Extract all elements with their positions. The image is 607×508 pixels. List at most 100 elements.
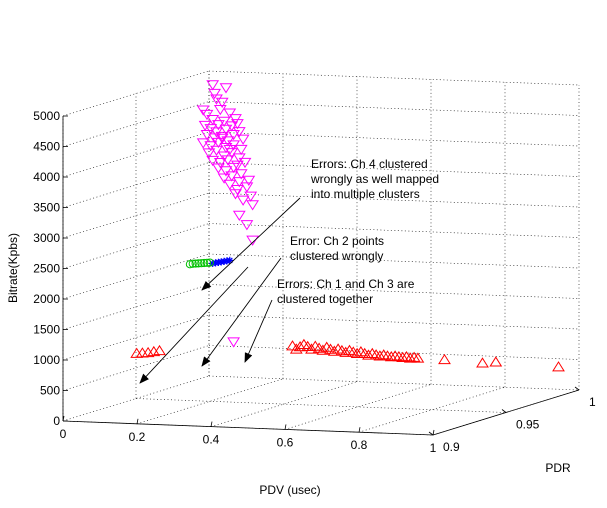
- data-point-triangle-up: [362, 349, 375, 360]
- z-tick-label: 1000: [33, 353, 60, 367]
- data-point-triangle-down: [211, 137, 225, 149]
- data-point-triangle-down: [229, 114, 242, 125]
- annotation-text-line: into multiple clusters: [311, 187, 420, 201]
- data-point-triangle-down: [213, 104, 227, 116]
- data-point-triangle-down: [211, 163, 225, 174]
- data-point-triangle-down: [206, 80, 220, 91]
- data-point-triangle-down: [200, 130, 214, 141]
- data-point-triangle-down: [227, 129, 241, 141]
- gridline-back-wall: [208, 284, 580, 299]
- annotation-arrow: [201, 197, 301, 291]
- z-tick-label: 3500: [33, 201, 60, 215]
- data-point-triangle-up: [377, 349, 391, 360]
- data-point-circle: [194, 259, 203, 268]
- data-point-triangle-up: [343, 344, 356, 355]
- data-point-triangle-down: [219, 124, 233, 135]
- z-tick-label: 3000: [33, 231, 60, 245]
- y-tick-mark: [501, 409, 507, 413]
- data-point-triangle-down: [210, 145, 223, 156]
- data-point-triangle-down: [234, 169, 248, 180]
- data-point-circle: [188, 259, 197, 268]
- x-tick-label: 0.8: [351, 438, 368, 452]
- data-point-triangle-down: [213, 158, 227, 169]
- data-point-circle: [197, 259, 206, 268]
- data-point-triangle-down: [208, 88, 222, 100]
- data-point-triangle-up: [135, 347, 149, 358]
- data-point-triangle-down: [232, 177, 246, 188]
- gridline-floor-x: [62, 375, 210, 422]
- x-tick-label: 0.2: [129, 430, 146, 444]
- data-point-triangle-up: [407, 351, 421, 362]
- data-point-triangle-up: [396, 351, 410, 363]
- y-tick-label: 0.95: [516, 418, 540, 432]
- gridline-floor-x: [136, 378, 284, 425]
- x-tick-mark: [210, 421, 213, 427]
- gridline-back-wall: [208, 253, 580, 269]
- z-tick-label: 1500: [33, 323, 60, 337]
- gridline-left-wall: [62, 162, 210, 208]
- data-point-triangle-down: [225, 171, 239, 182]
- gridline-left-wall: [62, 253, 210, 300]
- data-point-triangle-up: [369, 349, 383, 360]
- z-tick-label: 2500: [33, 262, 60, 276]
- gridline-back-wall: [208, 162, 580, 177]
- data-point-triangle-up: [316, 344, 330, 355]
- y-tick-label: 1: [589, 395, 596, 409]
- gridline-back-wall: [208, 223, 580, 238]
- x-tick-label: 0.6: [277, 435, 294, 449]
- data-point-triangle-down: [223, 145, 237, 156]
- ticks-layer: 0 500 1000 1500 2000 2500 3000 3500 4000 4500 5000…: [6, 109, 596, 497]
- data-point-triangle-down: [198, 120, 212, 132]
- x-tick-mark: [136, 418, 139, 424]
- data-point-triangle-up: [373, 350, 387, 361]
- data-point-triangle-down: [232, 210, 246, 221]
- data-point-triangle-up: [350, 347, 364, 358]
- data-point-triangle-down: [246, 235, 260, 246]
- data-point-triangle-up: [411, 352, 425, 363]
- data-point-triangle-up: [388, 350, 402, 361]
- gridline-left-wall: [62, 284, 210, 330]
- y-axis-title: PDR: [545, 461, 571, 475]
- x-tick-label: 1: [430, 441, 437, 455]
- annotation-text-line: clustered together: [277, 292, 373, 306]
- data-point-triangle-down: [230, 160, 244, 171]
- x-tick-label: 0.4: [203, 433, 220, 447]
- gridline-back-wall: [208, 101, 580, 116]
- gridline-back-wall: [208, 192, 580, 208]
- data-point-triangle-down: [219, 166, 233, 177]
- data-point-triangle-up: [293, 341, 307, 352]
- z-tick-label: 0: [53, 414, 60, 428]
- z-tick-label: 2000: [33, 292, 60, 306]
- gridline-floor-x: [358, 386, 506, 433]
- data-point-circle: [205, 258, 214, 267]
- z-tick-label: 500: [40, 384, 60, 398]
- data-point-triangle-up: [381, 350, 394, 361]
- data-point-triangle-down: [236, 195, 250, 206]
- gridline-floor-x: [284, 384, 432, 430]
- data-point-triangle-up: [403, 352, 417, 363]
- data-point-triangle-down: [246, 200, 260, 211]
- data-point-triangle-up: [476, 357, 489, 368]
- data-point-triangle-up: [438, 353, 451, 365]
- data-point-triangle-down: [217, 173, 231, 184]
- data-point-circle: [202, 258, 212, 267]
- data-point-triangle-down: [215, 97, 229, 108]
- annotation-arrow: [139, 266, 249, 384]
- data-point-triangle-down: [200, 109, 214, 121]
- annotation-text-line: clustered wrongly: [290, 249, 383, 263]
- annotation-text-line: Error: Ch 2 points: [290, 234, 384, 248]
- data-point-triangle-up: [400, 351, 413, 362]
- data-point-triangle-down: [223, 179, 237, 191]
- z-tick-label: 4000: [33, 170, 60, 184]
- data-point-triangle-down: [223, 108, 237, 119]
- data-point-triangle-down: [227, 337, 241, 348]
- y-tick-label: 0.9: [443, 440, 460, 454]
- gridline-left-wall: [62, 131, 210, 178]
- data-point-triangle-down: [219, 143, 233, 154]
- data-point-triangle-down: [204, 124, 218, 135]
